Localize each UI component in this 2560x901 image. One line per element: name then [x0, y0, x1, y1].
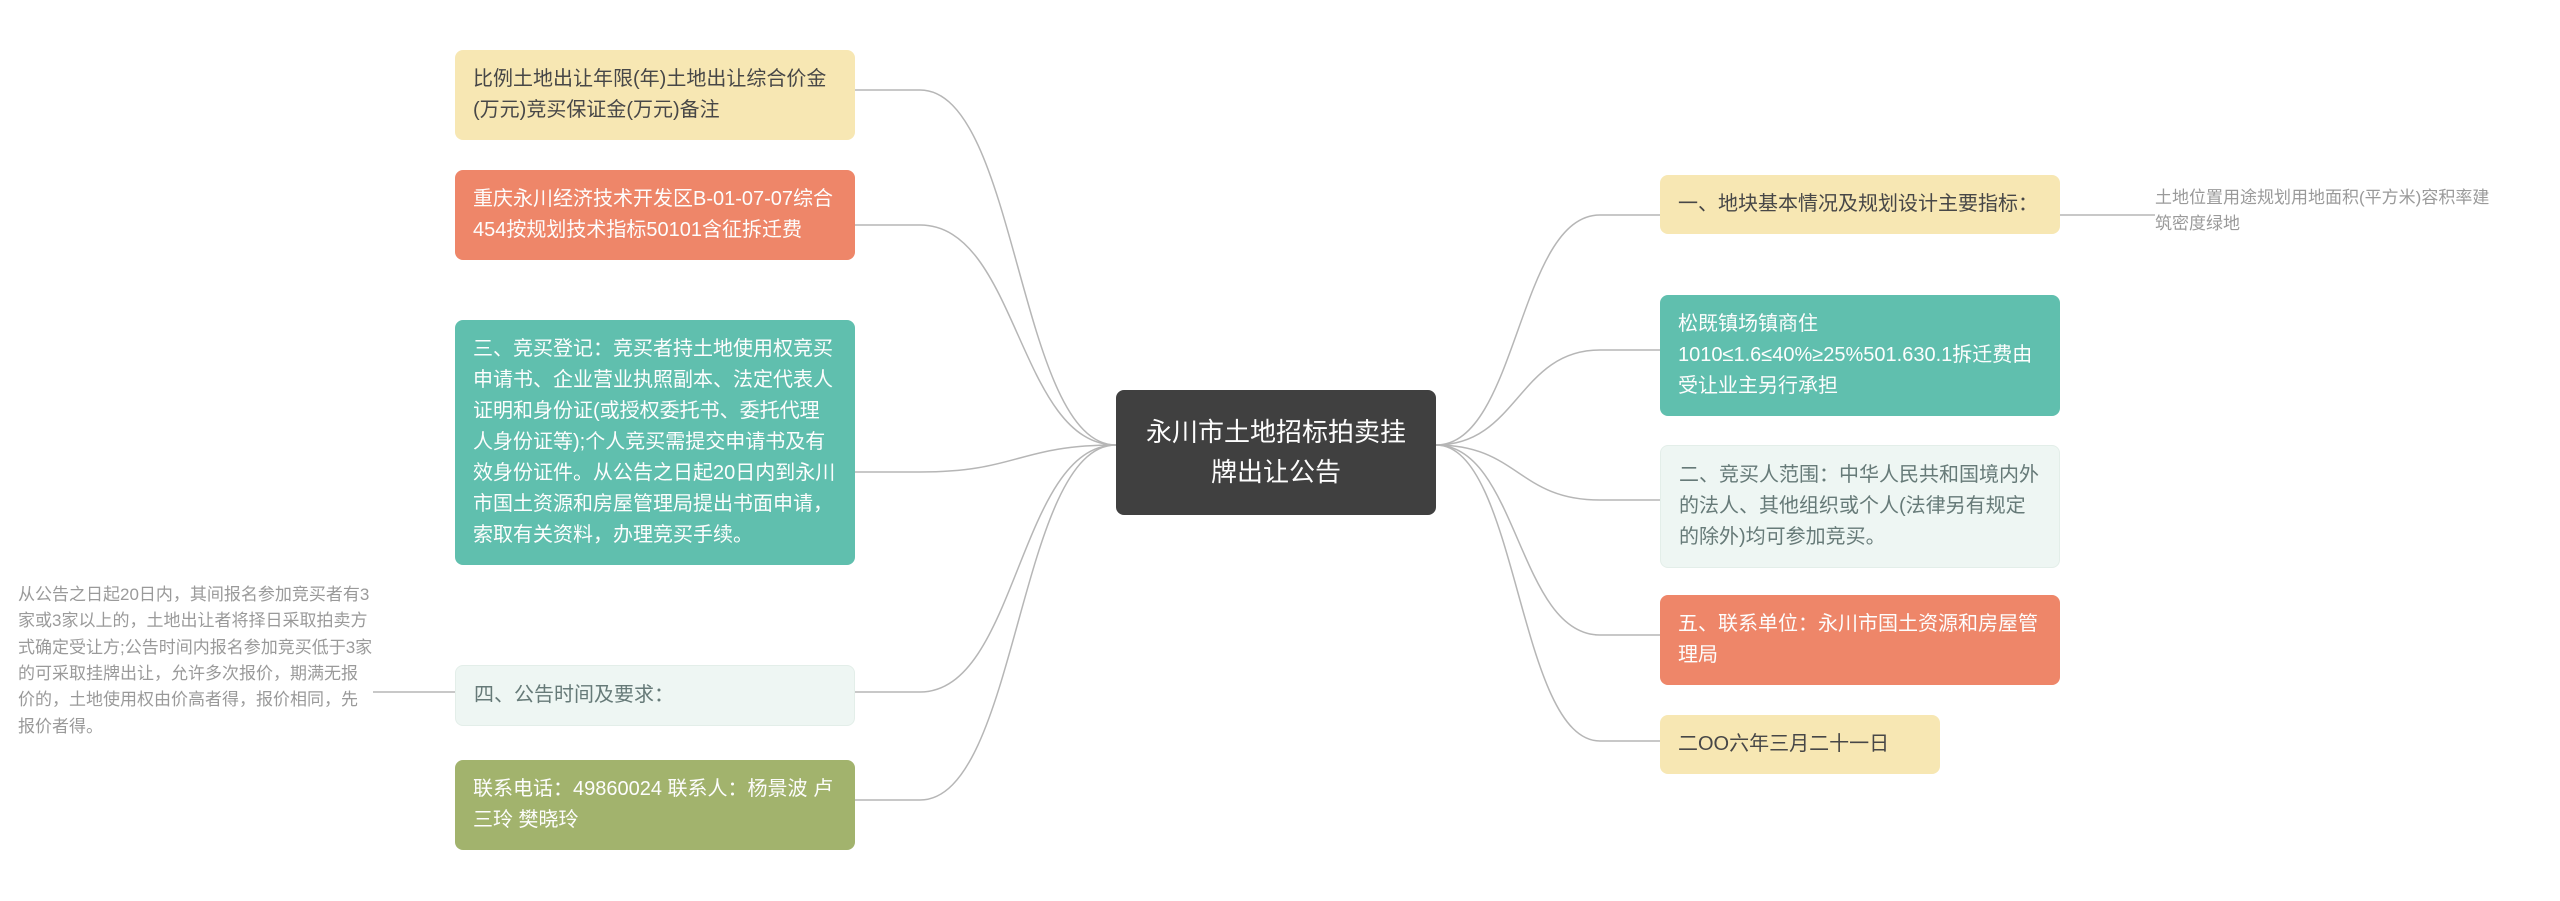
left-child-l5: 联系电话：49860024 联系人：杨景波 卢三玲 樊晓玲	[455, 760, 855, 850]
right-child-r5: 二OO六年三月二十一日	[1660, 715, 1940, 774]
left-child-l2: 重庆永川经济技术开发区B-01-07-07综合454按规划技术指标50101含征…	[455, 170, 855, 260]
right-leaf-node: 土地位置用途规划用地面积(平方米)容积率建筑密度绿地	[2155, 185, 2505, 238]
left-leaf-node: 从公告之日起20日内，其间报名参加竞买者有3家或3家以上的，土地出让者将择日采取…	[18, 582, 373, 740]
left-child-l3: 三、竞买登记：竞买者持土地使用权竞买申请书、企业营业执照副本、法定代表人证明和身…	[455, 320, 855, 565]
left-child-l4: 四、公告时间及要求：	[455, 665, 855, 726]
root-node: 永川市土地招标拍卖挂牌出让公告	[1116, 390, 1436, 515]
right-child-r2: 松既镇场镇商住1010≤1.6≤40%≥25%501.630.1拆迁费由受让业主…	[1660, 295, 2060, 416]
right-child-r1: 一、地块基本情况及规划设计主要指标：	[1660, 175, 2060, 234]
left-child-l1: 比例土地出让年限(年)土地出让综合价金(万元)竞买保证金(万元)备注	[455, 50, 855, 140]
right-child-r4: 五、联系单位：永川市国土资源和房屋管理局	[1660, 595, 2060, 685]
right-child-r3: 二、竞买人范围：中华人民共和国境内外的法人、其他组织或个人(法律另有规定的除外)…	[1660, 445, 2060, 568]
